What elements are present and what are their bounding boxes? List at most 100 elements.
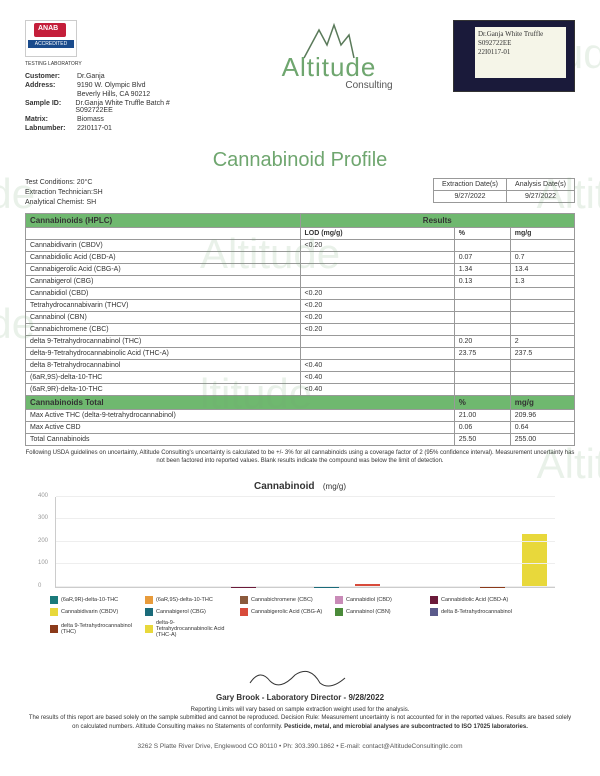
matrix-value: Biomass: [77, 116, 104, 123]
legend-label: Cannabidiol (CBD): [346, 597, 392, 603]
extraction-date-label: Extraction Date(s): [434, 179, 507, 191]
mgg-value: 209.96: [510, 410, 574, 422]
logo-text: Altitude: [205, 52, 453, 83]
table-row: delta 8-Tetrahydrocannabinol<0.40: [26, 360, 575, 372]
lod-value: <0.20: [300, 324, 454, 336]
mgg-value: [510, 288, 574, 300]
lod-value: [300, 264, 454, 276]
signature-name: Gary Brook - Laboratory Director - 9/28/…: [25, 693, 575, 702]
pct-value: 0.07: [454, 252, 510, 264]
compound-name: Cannabichromene (CBC): [26, 324, 301, 336]
legend-item: delta 8-Tetrahydrocannabinol: [430, 608, 515, 616]
extraction-date: 9/27/2022: [434, 191, 507, 203]
legend-label: (6aR,9R)-delta-10-THC: [61, 597, 118, 603]
pct-value: 0.06: [454, 422, 510, 434]
compound-name: Cannabidiolic Acid (CBD-A): [26, 252, 301, 264]
legend-label: delta 8-Tetrahydrocannabinol: [441, 609, 512, 615]
col-mgg: mg/g: [510, 228, 574, 240]
legend-swatch: [430, 608, 438, 616]
compound-name: delta 9-Tetrahydrocannabinol (THC): [26, 336, 301, 348]
mgg-value: 255.00: [510, 434, 574, 446]
lod-value: <0.40: [300, 360, 454, 372]
test-metadata: Test Conditions: 20°C Extraction Technic…: [25, 178, 575, 207]
compound-name: delta 8-Tetrahydrocannabinol: [26, 360, 301, 372]
legend-label: (6aR,9S)-delta-10-THC: [156, 597, 213, 603]
mgg-value: [510, 300, 574, 312]
sample-id-value: Dr.Ganja White Truffle Batch # S092722EE: [75, 100, 205, 114]
table-row: Max Active CBD0.060.64: [26, 422, 575, 434]
lod-value: <0.40: [300, 372, 454, 384]
compound-name: delta-9-Tetrahydrocannabinolic Acid (THC…: [26, 348, 301, 360]
table-row: Cannabinol (CBN)<0.20: [26, 312, 575, 324]
col-pct: %: [454, 396, 510, 410]
total-name: Max Active THC (delta-9-tetrahydrocannab…: [26, 410, 455, 422]
lod-value: [300, 252, 454, 264]
lod-value: <0.20: [300, 312, 454, 324]
chart-title: Cannabinoid (mg/g): [25, 481, 575, 492]
mgg-value: 1.3: [510, 276, 574, 288]
pct-value: [454, 360, 510, 372]
table-row: Cannabigerol (CBG) 0.131.3: [26, 276, 575, 288]
table-row: Max Active THC (delta-9-tetrahydrocannab…: [26, 410, 575, 422]
compound-name: Cannabidiol (CBD): [26, 288, 301, 300]
test-conditions: Test Conditions: 20°C: [25, 178, 103, 188]
legend-label: Cannabidivarin (CBDV): [61, 609, 118, 615]
matrix-label: Matrix:: [25, 116, 77, 123]
table-row: Total Cannabinoids25.50255.00: [26, 434, 575, 446]
customer-value: Dr.Ganja: [77, 73, 105, 80]
chart-legend: (6aR,9R)-delta-10-THC (6aR,9S)-delta-10-T…: [50, 596, 550, 638]
labnumber-value: 22I0117-01: [77, 125, 112, 132]
legend-item: (6aR,9S)-delta-10-THC: [145, 596, 230, 604]
pct-value: 25.50: [454, 434, 510, 446]
legend-label: delta 9-Tetrahydrocannabinol (THC): [61, 623, 135, 635]
compound-name: Tetrahydrocannabivarin (THCV): [26, 300, 301, 312]
legend-item: Cannabinol (CBN): [335, 608, 420, 616]
mgg-value: 0.7: [510, 252, 574, 264]
table-row: Cannabidivarin (CBDV)<0.20: [26, 240, 575, 252]
table-row: delta 9-Tetrahydrocannabinol (THC)0.202: [26, 336, 575, 348]
col-lod: LOD (mg/g): [300, 228, 454, 240]
legend-item: Cannabigerol (CBG): [145, 608, 230, 616]
legend-item: Cannabigerolic Acid (CBG-A): [240, 608, 325, 616]
legend-swatch: [145, 608, 153, 616]
pct-value: [454, 324, 510, 336]
legend-swatch: [145, 625, 153, 633]
table2-header: Cannabinoids Total: [26, 396, 455, 410]
col-mgg: mg/g: [510, 396, 574, 410]
pct-value: [454, 240, 510, 252]
compound-name: (6aR,9S)-delta-10-THC: [26, 372, 301, 384]
mgg-value: 237.5: [510, 348, 574, 360]
lod-value: <0.20: [300, 240, 454, 252]
legend-swatch: [50, 596, 58, 604]
photo-label-1: Dr.Ganja White Truffle: [478, 30, 563, 39]
cannabinoid-chart: 0100200300400: [55, 497, 555, 588]
table1-header-left: Cannabinoids (HPLC): [26, 214, 301, 228]
pct-value: 0.13: [454, 276, 510, 288]
mgg-value: [510, 324, 574, 336]
pct-value: [454, 384, 510, 396]
photo-label-2: S092722EE: [478, 39, 563, 48]
mgg-value: [510, 240, 574, 252]
analysis-date-label: Analysis Date(s): [507, 179, 575, 191]
pct-value: 23.75: [454, 348, 510, 360]
table1-header-right: Results: [300, 214, 575, 228]
compound-name: Cannabinol (CBN): [26, 312, 301, 324]
lod-value: [300, 348, 454, 360]
compound-name: Cannabigerol (CBG): [26, 276, 301, 288]
address-line1: 9190 W. Olympic Blvd: [77, 82, 145, 89]
legend-swatch: [240, 608, 248, 616]
customer-label: Customer:: [25, 73, 77, 80]
compound-name: Cannabigerolic Acid (CBG-A): [26, 264, 301, 276]
total-name: Max Active CBD: [26, 422, 455, 434]
col-pct: %: [454, 228, 510, 240]
lod-value: [300, 276, 454, 288]
table-row: Cannabichromene (CBC)<0.20: [26, 324, 575, 336]
legend-label: Cannabigerolic Acid (CBG-A): [251, 609, 322, 615]
legend-swatch: [335, 608, 343, 616]
table-row: Tetrahydrocannabivarin (THCV)<0.20: [26, 300, 575, 312]
anab-logo: ACCREDITED: [25, 20, 77, 57]
lod-value: <0.40: [300, 384, 454, 396]
mgg-value: 13.4: [510, 264, 574, 276]
photo-label-3: 22I0117-01: [478, 48, 563, 57]
mgg-value: 0.64: [510, 422, 574, 434]
